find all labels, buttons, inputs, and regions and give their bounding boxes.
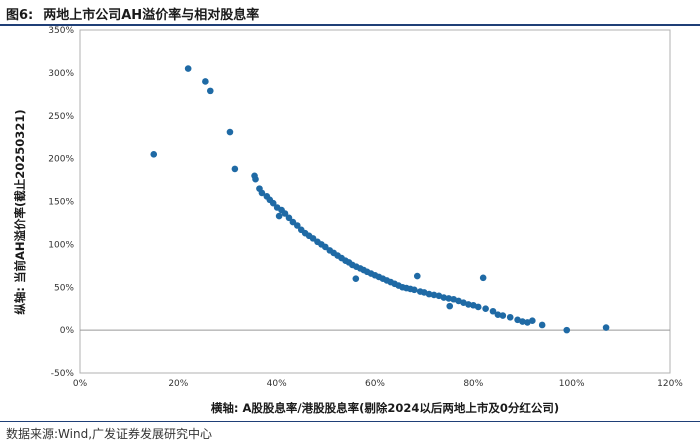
scatter-point: [269, 199, 277, 207]
scatter-point: [563, 326, 571, 334]
scatter-points: [150, 65, 610, 334]
scatter-point: [252, 175, 259, 183]
scatter-point: [474, 303, 482, 311]
scatter-chart: -50%0%50%100%150%200%250%300%350% 0% 20% 4…: [13, 26, 683, 415]
scatter-point: [202, 78, 209, 85]
x-tick-label: 80%: [463, 379, 483, 389]
y-tick-label: 300%: [48, 69, 74, 79]
scatter-point: [529, 317, 536, 324]
scatter-point: [499, 312, 507, 319]
x-tick-label: 120%: [657, 379, 683, 389]
x-tick-label: 0%: [73, 379, 88, 389]
x-tick-label: 20%: [168, 379, 188, 389]
scatter-point: [494, 311, 502, 318]
y-axis: -50% 0% 50% 100% 150% 200% 250% 300% 350%: [48, 26, 74, 379]
scatter-point: [465, 301, 472, 308]
scatter-point: [440, 294, 448, 301]
scatter-point: [275, 212, 283, 220]
scatter-point: [226, 128, 234, 136]
x-tick-label: 60%: [365, 379, 385, 389]
scatter-point: [425, 290, 433, 298]
x-axis-title: 横轴: A股股息率/港股股息率(剔除2024以后两地上市及0分红公司): [211, 401, 559, 415]
scatter-point: [479, 274, 487, 282]
scatter-point: [519, 318, 526, 325]
x-axis: 0% 20% 40% 60% 80% 100% 120%: [73, 379, 683, 389]
y-axis-title: 纵轴: 当前AH溢价率(截止20250321): [13, 109, 27, 314]
scatter-point: [506, 313, 514, 321]
scatter-point: [489, 307, 497, 315]
y-tick-label: 100%: [48, 240, 74, 250]
scatter-point: [413, 272, 421, 280]
y-tick-label: 200%: [48, 155, 74, 165]
plot-border: [79, 29, 671, 374]
scatter-point: [281, 210, 289, 217]
scatter-point: [231, 165, 239, 173]
scatter-point: [538, 321, 546, 329]
scatter-point: [446, 302, 454, 310]
y-tick-label: 350%: [48, 26, 74, 36]
y-tick-label: 150%: [48, 198, 74, 208]
scatter-point: [445, 295, 453, 302]
plot-area: [79, 29, 671, 374]
scatter-point: [150, 151, 158, 158]
scatter-point: [294, 222, 301, 229]
y-tick-label: 0%: [60, 326, 75, 336]
scatter-point: [602, 324, 610, 331]
y-tick-label: 250%: [48, 112, 74, 122]
scatter-point: [411, 286, 418, 294]
scatter-point: [352, 275, 360, 282]
scatter-point: [184, 65, 192, 72]
figure-title: 两地上市公司AH溢价率与相对股息率: [43, 7, 260, 23]
y-tick-label: -50%: [51, 369, 75, 379]
figure-label: 图6:: [6, 7, 34, 23]
source-rule: [0, 421, 700, 422]
scatter-point: [430, 291, 438, 299]
title-rule: [0, 24, 700, 26]
scatter-point: [206, 87, 214, 95]
scatter-point: [482, 305, 489, 312]
source-note: 数据来源:Wind,广发证券发展研究中心: [6, 427, 213, 441]
x-tick-label: 100%: [559, 379, 585, 389]
scatter-point: [285, 214, 293, 222]
y-tick-label: 50%: [54, 283, 74, 293]
title-bar: 图6: 两地上市公司AH溢价率与相对股息率: [6, 2, 694, 24]
x-tick-label: 40%: [267, 379, 287, 389]
scatter-point: [258, 189, 266, 197]
